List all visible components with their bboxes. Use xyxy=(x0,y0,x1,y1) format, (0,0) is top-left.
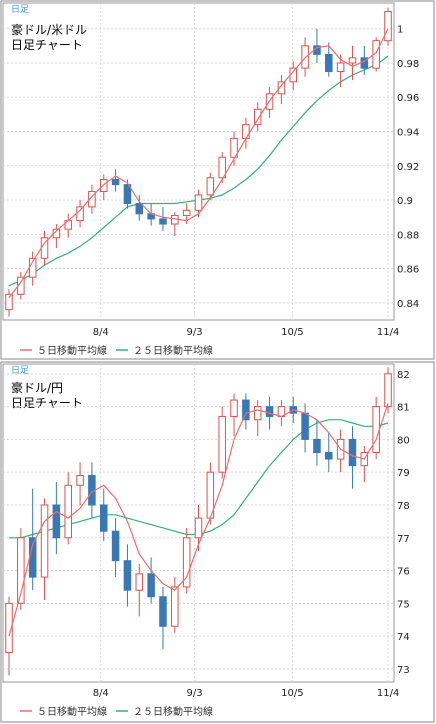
candle-down xyxy=(313,438,321,454)
panel-audusd: 日足 豪ドル/米ドル 日足チャート 0.84 0.86 0.88 0.9 0.92 0.9… xyxy=(0,0,435,360)
candle-up xyxy=(384,373,392,408)
legend-ma5-label: ５日移動平均線 xyxy=(37,344,107,357)
timeframe-tag: 日足 xyxy=(11,365,29,376)
y-ticks: 73 74 75 76 77 78 79 80 81 82 xyxy=(397,370,410,676)
timeframe-tag: 日足 xyxy=(11,4,29,15)
x-tick-label: 8/4 xyxy=(93,327,109,338)
chart-title-line2: 日足チャート xyxy=(11,396,83,410)
ma5-line xyxy=(8,403,389,637)
candle-up xyxy=(218,156,226,179)
candle-up xyxy=(253,406,262,421)
legend-ma25-label: ２５日移動平均線 xyxy=(133,344,213,357)
candle-up xyxy=(206,177,215,196)
y-tick-label: 75 xyxy=(397,599,410,610)
y-tick-label: 0.86 xyxy=(397,265,419,276)
candle-up xyxy=(5,293,13,311)
y-tick-label: 0.88 xyxy=(397,230,419,241)
chart-title-line1: 豪ドル/米ドル xyxy=(11,22,87,37)
candle-down xyxy=(52,504,61,539)
y-tick-label: 80 xyxy=(397,435,410,446)
ma5-line-group xyxy=(8,403,389,637)
y-tick-label: 73 xyxy=(397,665,410,676)
candle-down xyxy=(111,530,120,562)
candle-up xyxy=(88,190,96,208)
x-tick-label: 11/4 xyxy=(377,688,399,699)
candle-down xyxy=(123,184,132,204)
y-tick-label: 76 xyxy=(397,567,410,578)
candle-up xyxy=(182,209,191,216)
y-tick-label: 0.84 xyxy=(397,299,419,310)
y-tick-label: 0.94 xyxy=(397,128,419,139)
candle-up xyxy=(218,415,226,473)
y-tick-label: 82 xyxy=(397,370,410,381)
candle-down xyxy=(325,53,333,73)
candle-up xyxy=(384,11,392,42)
candle-up xyxy=(76,474,84,486)
ma5-line xyxy=(8,28,389,299)
candles xyxy=(5,367,392,676)
candle-up xyxy=(336,62,345,73)
x-tick-label: 10/5 xyxy=(281,327,303,338)
candle-down xyxy=(301,412,309,440)
y-tick-label: 0.96 xyxy=(397,93,419,104)
ma5-line-group xyxy=(8,28,389,299)
candle-down xyxy=(159,218,167,225)
candle-up xyxy=(242,124,250,139)
y-tick-label: 78 xyxy=(397,501,410,512)
candle-down xyxy=(159,596,167,627)
x-ticks: 8/4 9/3 10/5 11/4 xyxy=(93,327,400,338)
x-tick-label: 9/3 xyxy=(187,688,203,699)
candle-up xyxy=(253,108,262,126)
candle-down xyxy=(135,202,144,215)
x-tick-label: 11/4 xyxy=(377,327,399,338)
candle-down xyxy=(123,560,132,591)
candle-down xyxy=(348,438,357,467)
candle-down xyxy=(242,399,250,421)
y-tick-label: 0.92 xyxy=(397,162,419,173)
x-tick-label: 9/3 xyxy=(187,327,203,338)
candle-up xyxy=(182,537,191,588)
chart-title-line2: 日足チャート xyxy=(11,38,83,52)
y-tick-label: 0.98 xyxy=(397,59,419,70)
candle-down xyxy=(99,504,108,532)
candle-up xyxy=(194,517,203,539)
x-tick-label: 8/4 xyxy=(93,688,109,699)
candle-up xyxy=(64,484,72,539)
y-tick-label: 1 xyxy=(397,25,403,36)
candle-up xyxy=(5,602,13,653)
candle-up xyxy=(230,399,238,417)
candle-up xyxy=(135,573,144,591)
candle-up xyxy=(40,504,49,578)
y-tick-label: 81 xyxy=(397,403,410,414)
x-ticks: 8/4 9/3 10/5 11/4 xyxy=(93,688,400,699)
candle-down xyxy=(111,178,120,186)
candle-up xyxy=(76,206,84,222)
candle-down xyxy=(265,406,274,417)
candle-up xyxy=(17,537,25,604)
y-tick-label: 77 xyxy=(397,534,410,545)
candle-up xyxy=(194,194,203,211)
candle-up xyxy=(372,406,380,454)
candle-down xyxy=(147,573,155,598)
y-tick-label: 0.9 xyxy=(397,196,413,207)
candle-up xyxy=(230,137,238,158)
candle-up xyxy=(171,586,179,627)
legend-ma25-label: ２５日移動平均線 xyxy=(133,705,213,718)
y-tick-label: 79 xyxy=(397,468,410,479)
panel-audjpy: 日足 豪ドル/円 日足チャート 73 74 75 76 77 78 79 80 81 82 8/4… xyxy=(0,361,435,723)
legend-ma5-label: ５日移動平均線 xyxy=(37,705,107,718)
y-tick-label: 74 xyxy=(397,632,410,643)
candle-up xyxy=(348,57,357,64)
candle-up xyxy=(277,81,286,95)
chart-title-line1: 豪ドル/円 xyxy=(11,380,63,395)
y-ticks: 0.84 0.86 0.88 0.9 0.92 0.94 0.96 0.98 1 xyxy=(397,25,419,310)
candle-down xyxy=(325,452,333,460)
x-tick-label: 10/5 xyxy=(281,688,303,699)
candle-up xyxy=(301,45,309,69)
